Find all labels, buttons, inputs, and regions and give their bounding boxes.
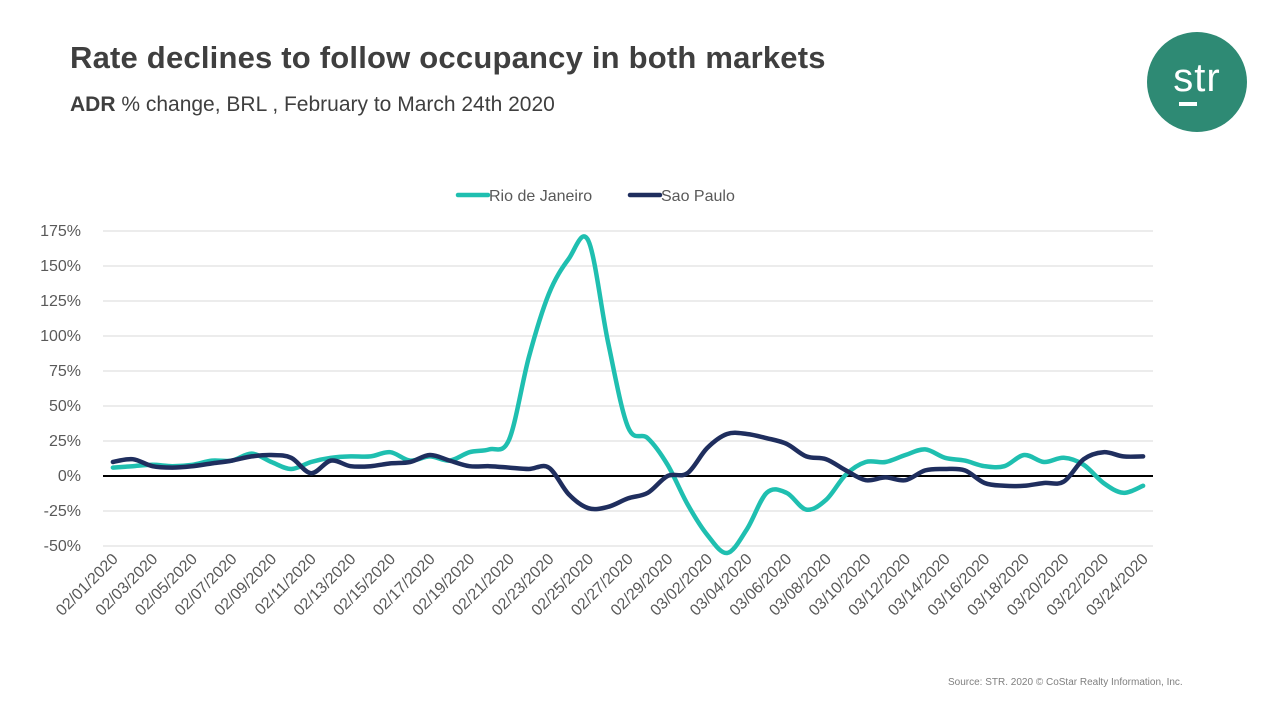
y-tick-label: 150%	[40, 258, 81, 275]
gridlines	[103, 230, 1153, 547]
legend[interactable]: Rio de Janeiro Sao Paulo	[455, 188, 735, 205]
legend-item-rio-de-janeiro[interactable]: Rio de Janeiro	[455, 188, 592, 205]
y-tick-label: 100%	[40, 328, 81, 345]
y-tick-label: 125%	[40, 293, 81, 310]
y-tick-label: -25%	[44, 503, 81, 520]
y-tick-label: 0%	[58, 468, 81, 485]
y-tick-label: 175%	[40, 223, 81, 240]
str-logo-underline	[1179, 102, 1197, 106]
str-logo: str	[1147, 32, 1247, 132]
series-line-rio-de-janeiro	[110, 234, 1146, 556]
series-lines	[110, 234, 1146, 556]
legend-label: Sao Paulo	[661, 188, 735, 205]
page-subtitle: ADR % change, BRL , February to March 24…	[70, 93, 555, 117]
y-tick-label: 50%	[49, 398, 81, 415]
series-line-sao-paulo	[110, 430, 1146, 512]
y-tick-label: -50%	[44, 538, 81, 555]
x-axis-tick-labels: 02/01/202002/03/202002/05/202002/07/2020…	[53, 551, 1152, 620]
subtitle-detail: % change, BRL , February to March 24th 2…	[115, 93, 555, 116]
y-tick-label: 25%	[49, 433, 81, 450]
y-axis-tick-labels: -50% -25% 0% 25% 50% 75% 100% 125% 150% 175%	[40, 223, 81, 555]
source-note: Source: STR. 2020 © CoStar Realty Inform…	[948, 677, 1183, 688]
subtitle-metric: ADR	[70, 93, 116, 116]
y-tick-label: 75%	[49, 363, 81, 380]
page-title: Rate declines to follow occupancy in bot…	[70, 40, 826, 75]
legend-item-sao-paulo[interactable]: Sao Paulo	[627, 188, 735, 205]
legend-label: Rio de Janeiro	[489, 188, 592, 205]
str-logo-text: str	[1173, 55, 1221, 100]
